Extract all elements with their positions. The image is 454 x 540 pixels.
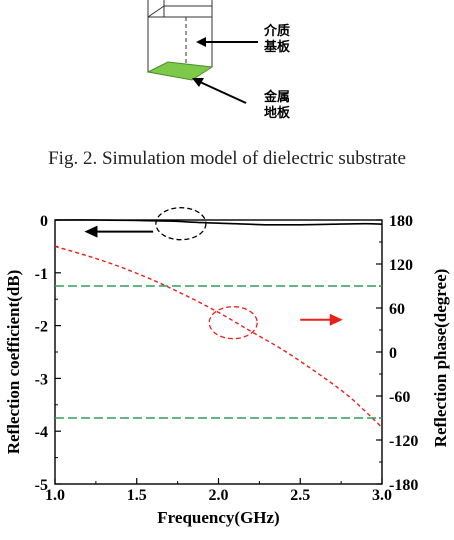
coefficient-callout-ellipse bbox=[155, 207, 207, 241]
y-tick-label: -3 bbox=[35, 371, 48, 388]
x-tick-label: 1.5 bbox=[127, 487, 147, 504]
y2-tick-label: -180 bbox=[389, 477, 418, 494]
y-tick-label: 0 bbox=[40, 213, 48, 230]
x-tick-label: 1.0 bbox=[45, 487, 65, 504]
ground-label: 金属 地板 bbox=[264, 90, 291, 121]
x-tick-label: 2.5 bbox=[290, 487, 310, 504]
x-tick-label: 2.0 bbox=[209, 487, 229, 504]
y2-tick-label: 60 bbox=[389, 301, 405, 318]
y2-tick-label: 120 bbox=[389, 257, 413, 274]
y2-axis-label: Reflection phase(degree) bbox=[431, 269, 450, 448]
plot-frame bbox=[54, 219, 383, 485]
ground-pointer-arrow bbox=[192, 78, 247, 104]
substrate-label: 介质 基板 bbox=[264, 24, 291, 55]
y-tick-label: -4 bbox=[35, 424, 48, 441]
right-axis-arrowhead bbox=[329, 313, 343, 326]
y2-tick-label: 0 bbox=[389, 345, 397, 362]
y2-tick-label: -60 bbox=[389, 389, 410, 406]
phase-callout-ellipse bbox=[208, 306, 258, 340]
substrate-box bbox=[147, 0, 213, 72]
y-tick-label: -5 bbox=[35, 477, 48, 494]
x-axis-label: Frequency(GHz) bbox=[157, 508, 279, 527]
y-tick-label: -1 bbox=[35, 266, 48, 283]
metal-ground-plane bbox=[146, 61, 214, 81]
left-axis-arrowhead bbox=[84, 225, 98, 238]
y2-tick-label: -120 bbox=[389, 433, 418, 450]
x-tick-label: 3.0 bbox=[372, 487, 392, 504]
simulation-model-figure bbox=[146, 0, 258, 104]
substrate-pointer-arrow bbox=[196, 37, 258, 47]
reflection-chart: 1.0 1.5 2.0 2.5 3.0 0 -1 -2 -3 -4 -5 180 120 60 0 -60 -1… bbox=[4, 207, 450, 527]
reflection-coefficient-line bbox=[54, 219, 383, 226]
y2-tick-label: 180 bbox=[389, 213, 413, 230]
figure-caption: Fig. 2. Simulation model of dielectric s… bbox=[48, 148, 406, 169]
y-axis-label: Reflection coefficient(dB) bbox=[4, 270, 23, 455]
y-tick-label: -2 bbox=[35, 319, 48, 336]
reflection-phase-line bbox=[54, 245, 383, 429]
